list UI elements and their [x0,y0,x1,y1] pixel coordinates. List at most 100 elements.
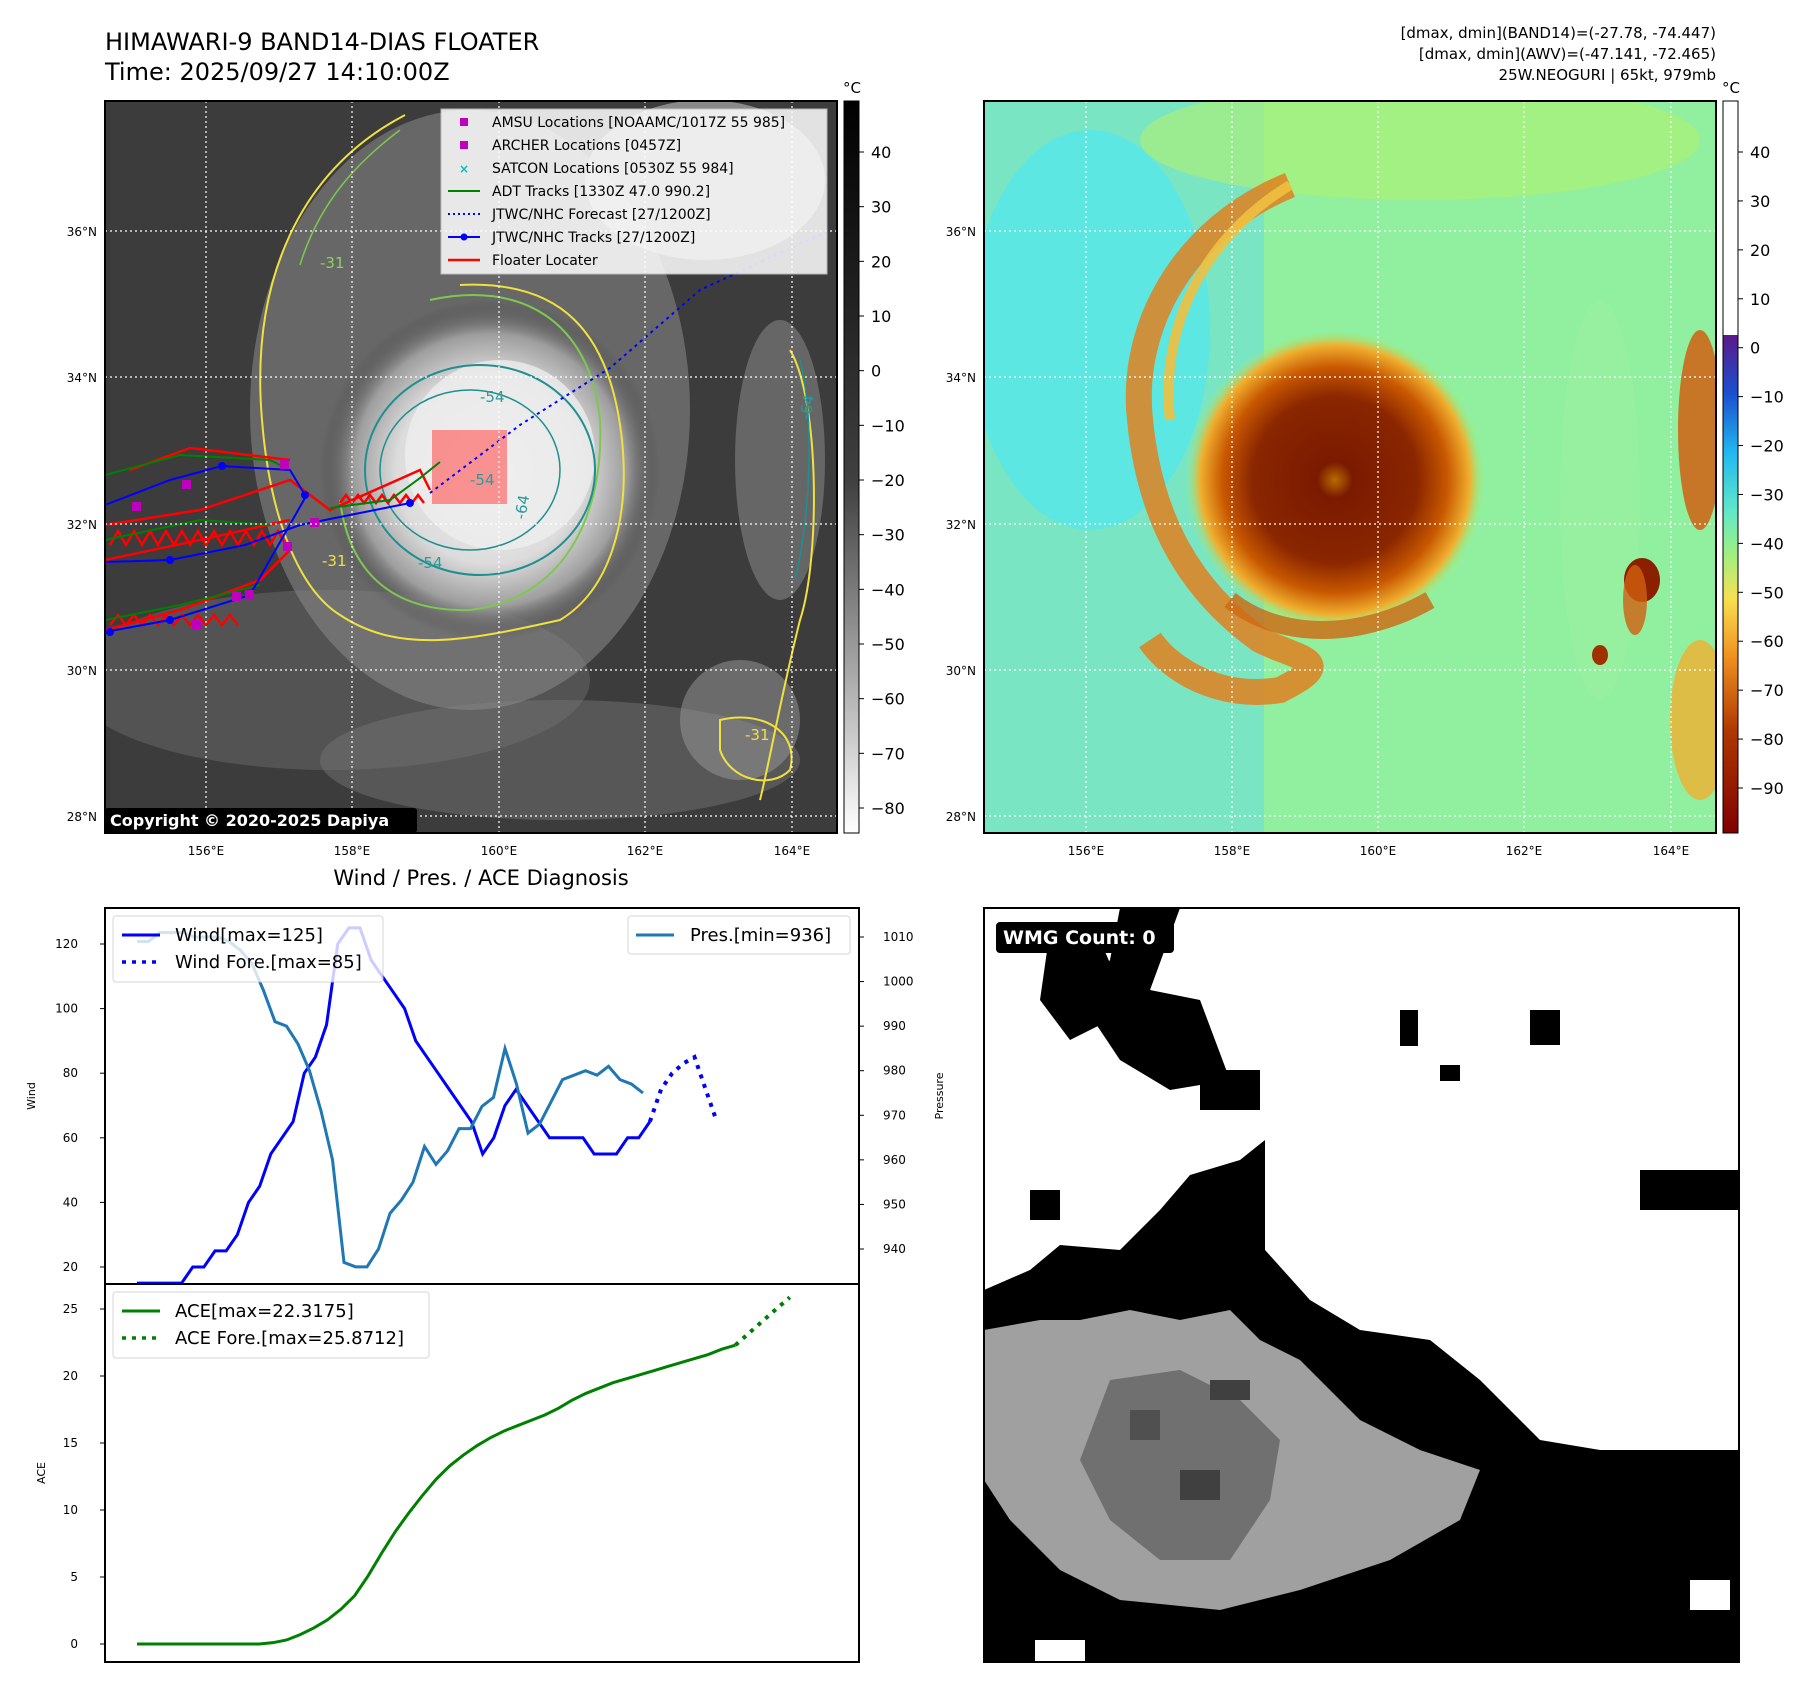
ir-colorbar [843,100,860,834]
legend-satcon-marker: × [459,162,469,176]
colorbar-tick-label: 10 [871,307,891,326]
colorbar-tick-label: 30 [1750,192,1770,211]
wind-tick-label: 20 [63,1260,78,1274]
svg-text:30°N: 30°N [946,664,976,678]
colorbar-tick-label: 30 [871,198,891,217]
ace-ylabel: ACE [35,1462,48,1484]
wind-legend: Wind[max=125] Wind Fore.[max=85] [112,915,384,983]
svg-text:-31: -31 [320,254,345,272]
colorbar-tick-label: −50 [871,635,905,654]
colorbar-tick-label: −10 [1750,388,1784,407]
contour-64 [364,364,596,576]
colorbar-tick-label: 0 [1750,339,1760,358]
wind-y-ticks: 120 100 80 60 40 20 [55,937,105,1274]
svg-text:158°E: 158°E [334,844,371,858]
svg-text:-54: -54 [470,471,495,489]
svg-text:164°E: 164°E [774,844,811,858]
pressure-tick-label: 970 [883,1108,906,1122]
wind-tick-label: 60 [63,1131,78,1145]
legend-satcon-label: SATCON Locations [0530Z 55 984] [492,161,734,177]
legend-ace-fore-label: ACE Fore.[max=25.8712] [175,1328,404,1349]
svg-text:34°N: 34°N [67,371,97,385]
contour-54-east [794,359,810,581]
legend-floater-label: Floater Locater [492,253,598,269]
svg-text:156°E: 156°E [188,844,225,858]
svg-text:156°E: 156°E [1068,844,1105,858]
pressure-y-ticks: 1010 1000 990 980 970 960 950 940 [859,930,914,1256]
svg-text:28°N: 28°N [946,810,976,824]
awv-lon-labels: 156°E 158°E 160°E 162°E 164°E [1068,844,1690,858]
info-band14-range: [dmax, dmin](BAND14)=(-27.78, -74.447) [1401,24,1716,42]
legend-adt-label: ADT Tracks [1330Z 47.0 990.2] [492,184,710,200]
svg-text:34°N: 34°N [946,371,976,385]
svg-text:162°E: 162°E [1506,844,1543,858]
amsu-archer-points [132,460,319,629]
ace-y-ticks: 25 20 15 10 5 0 [63,1302,105,1651]
colorbar-tick-label: −30 [871,526,905,545]
legend-archer-marker [460,141,468,149]
svg-text:36°N: 36°N [946,225,976,239]
colorbar-tick-label: 40 [1750,143,1770,162]
svg-text:-54: -54 [480,388,505,406]
pressure-tick-label: 940 [883,1242,906,1256]
wmg-count-label: WMG Count: 0 [1003,927,1156,949]
svg-text:162°E: 162°E [627,844,664,858]
legend-wind-fore-label: Wind Fore.[max=85] [175,952,362,973]
pressure-tick-label: 950 [883,1197,906,1211]
colorbar-tick-label: −40 [1750,534,1784,553]
wind-ylabel: Wind [25,1082,38,1110]
ace-tick-label: 0 [70,1637,78,1651]
wind-tick-label: 100 [55,1002,78,1016]
legend-pres-label: Pres.[min=936] [690,925,831,946]
wind-tick-label: 40 [63,1195,78,1209]
svg-text:158°E: 158°E [1214,844,1251,858]
legend-amsu-marker [460,118,468,126]
colorbar-tick-label: −70 [1750,681,1784,700]
colorbar-tick-label: −10 [871,416,905,435]
svg-text:32°N: 32°N [946,518,976,532]
svg-text:-64: -64 [511,493,533,520]
ace-tick-label: 20 [63,1369,78,1383]
svg-text:164°E: 164°E [1653,844,1690,858]
awv-gridlines [984,101,1716,833]
map-legend: AMSU Locations [NOAAMC/1017Z 55 985] ARC… [440,108,828,275]
legend-archer-label: ARCHER Locations [0457Z] [492,138,681,154]
ace-legend: ACE[max=22.3175] ACE Fore.[max=25.8712] [112,1291,430,1359]
ace-tick-label: 5 [70,1570,78,1584]
svg-text:-54: -54 [418,554,443,572]
pressure-tick-label: 960 [883,1153,906,1167]
floater-box [432,430,507,504]
ir-lon-labels: 156°E 158°E 160°E 162°E 164°E [188,844,811,858]
pressure-legend: Pres.[min=936] [627,915,851,955]
awv-storm-core [1185,330,1485,630]
awv-colorbar [1722,100,1739,834]
colorbar-tick-label: −30 [1750,485,1784,504]
colorbar-tick-label: 0 [871,362,881,381]
ir-lat-labels: 36°N 34°N 32°N 30°N 28°N [67,225,97,824]
jtwc-track-points [106,462,414,636]
svg-text:28°N: 28°N [67,810,97,824]
colorbar-tick-label: −50 [1750,583,1784,602]
awv-colorbar-unit: °C [1722,79,1740,97]
colorbar-tick-label: 20 [1750,241,1770,260]
contour-31-se [719,716,793,782]
contour-labels: -31 -54 -64 -54 -64 -31 -54 -31 [320,254,818,744]
colorbar-tick-label: −20 [1750,437,1784,456]
contour-31-north [299,129,401,266]
colorbar-tick-label: −60 [871,690,905,709]
svg-text:36°N: 36°N [67,225,97,239]
svg-text:-31: -31 [322,552,347,570]
legend-tracks-label: JTWC/NHC Tracks [27/1200Z] [491,230,695,246]
ir-colorbar-ticks: 40 30 20 10 0 −10 −20 −30 −40 −50 −60 −70 −80 [859,143,905,818]
awv-colorbar-ticks: 40 30 20 10 0 −10 −20 −30 −40 −50 −60 −70 −80 −90 [1738,143,1784,798]
colorbar-tick-label: 40 [871,143,891,162]
svg-text:32°N: 32°N [67,518,97,532]
contour-54-outer [339,294,602,612]
colorbar-tick-label: 20 [871,252,891,271]
svg-text:30°N: 30°N [67,664,97,678]
contour-64-inner [379,389,561,551]
ace-tick-label: 15 [63,1436,78,1450]
ace-series-line [137,1343,736,1646]
ir-imagery: -31 -54 -64 -54 -64 -31 -54 -31 AMSU Loc… [105,101,837,833]
